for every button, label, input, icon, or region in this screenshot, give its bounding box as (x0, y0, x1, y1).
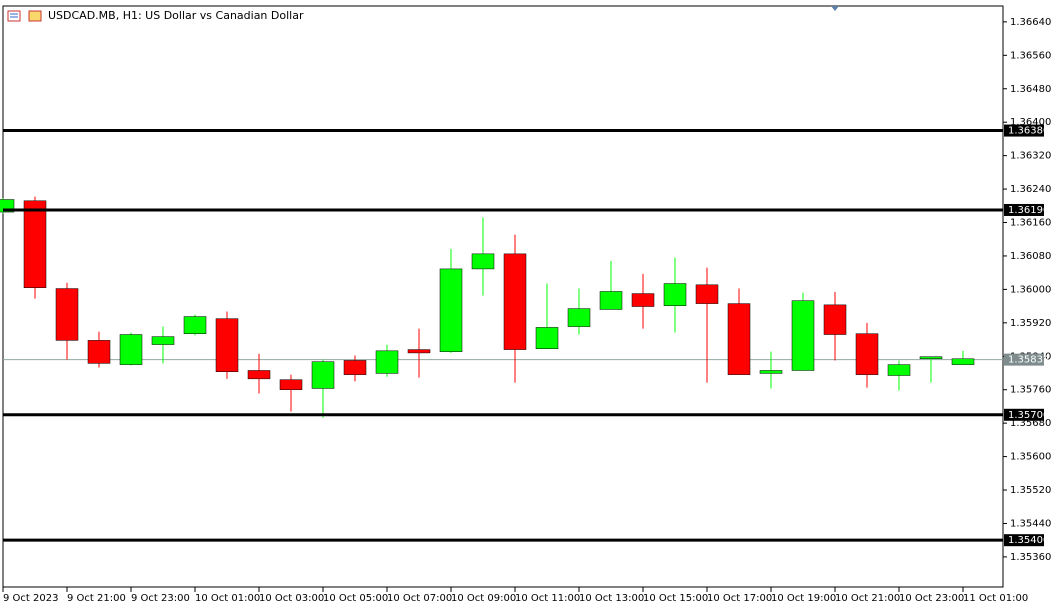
y-tick-label: 1.35680 (1010, 418, 1051, 429)
level-label-box (1004, 534, 1044, 547)
candle-body (311, 361, 335, 389)
level-label-box (1004, 124, 1044, 137)
candle-body (151, 336, 175, 345)
y-tick-label: 1.36080 (1010, 251, 1051, 262)
candle-body (663, 283, 687, 306)
icon (7, 10, 21, 22)
candle-body (279, 379, 303, 390)
x-tick-label: 10 Oct 03:00 (259, 593, 324, 604)
candle-body (375, 350, 399, 374)
candle-body (439, 268, 463, 352)
x-tick-label: 10 Oct 23:00 (899, 593, 964, 604)
chart-title: USDCAD.MB, H1: US Dollar vs Canadian Dol… (48, 9, 304, 22)
candle-body (215, 318, 239, 372)
x-tick-label: 11 Oct 01:00 (963, 593, 1028, 604)
y-tick-label: 1.36560 (1010, 50, 1051, 61)
candle-body (471, 253, 495, 270)
candle-body (759, 370, 783, 374)
y-tick-label: 1.35920 (1010, 318, 1051, 329)
candle-body (599, 291, 623, 310)
icon (28, 10, 42, 22)
candle-body (919, 356, 943, 360)
x-tick-label: 10 Oct 21:00 (835, 593, 900, 604)
y-tick-label: 1.36160 (1010, 218, 1051, 229)
y-tick-label: 1.35360 (1010, 552, 1051, 563)
candle-body (855, 333, 879, 375)
x-tick-label: 10 Oct 17:00 (707, 593, 772, 604)
shift-marker (831, 6, 839, 11)
level-label: 1.35700 (1008, 410, 1049, 421)
x-tick-label: 10 Oct 13:00 (579, 593, 644, 604)
candle-body (407, 349, 431, 354)
x-tick-label: 9 Oct 21:00 (67, 593, 126, 604)
y-tick-label: 1.35760 (1010, 385, 1051, 396)
candle-body (247, 370, 271, 380)
y-tick-label: 1.36480 (1010, 84, 1051, 95)
x-tick-label: 9 Oct 23:00 (131, 593, 190, 604)
x-tick-label: 10 Oct 07:00 (387, 593, 452, 604)
candle-body (343, 360, 367, 375)
candle-body (823, 304, 847, 335)
y-tick-label: 1.35520 (1010, 485, 1051, 496)
y-tick-label: 1.36400 (1010, 117, 1051, 128)
candle-body (87, 340, 111, 364)
current-price-label: 1.35832 (1008, 355, 1049, 366)
x-tick-label: 10 Oct 11:00 (515, 593, 580, 604)
x-tick-label: 9 Oct 2023 (3, 593, 58, 604)
candle-body (791, 300, 815, 371)
current-price-box (1004, 353, 1044, 366)
level-label: 1.35400 (1008, 535, 1049, 546)
chart-icons (7, 10, 42, 22)
level-label-box (1004, 408, 1044, 421)
plot-frame (2, 5, 1004, 588)
y-tick-label: 1.36000 (1010, 284, 1051, 295)
x-tick-label: 10 Oct 09:00 (451, 593, 516, 604)
x-tick-label: 10 Oct 01:00 (195, 593, 260, 604)
level-label: 1.36190 (1008, 205, 1049, 216)
candle-body (23, 200, 47, 288)
x-tick-label: 10 Oct 15:00 (643, 593, 708, 604)
candle-body (183, 316, 207, 334)
candle-body (503, 253, 527, 350)
candle-body (535, 327, 559, 349)
candle-body (567, 308, 591, 327)
y-tick-label: 1.36240 (1010, 184, 1051, 195)
y-tick-label: 1.36320 (1010, 151, 1051, 162)
candle-body (55, 288, 79, 341)
level-label-box (1004, 203, 1044, 216)
x-tick-label: 10 Oct 05:00 (323, 593, 388, 604)
candle-body (887, 364, 911, 376)
level-label: 1.36380 (1008, 126, 1049, 137)
y-tick-label: 1.35600 (1010, 452, 1051, 463)
candle-body (951, 358, 975, 365)
candle-body (631, 293, 655, 307)
y-tick-label: 1.35440 (1010, 518, 1051, 529)
candle-body (695, 284, 719, 304)
candle-body (727, 303, 751, 375)
x-tick-label: 10 Oct 19:00 (771, 593, 836, 604)
y-tick-label: 1.36640 (1010, 17, 1051, 28)
candle-body (119, 334, 143, 365)
